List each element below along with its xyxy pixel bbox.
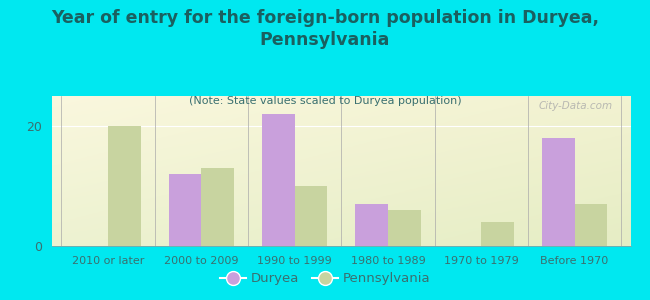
Bar [202, 168, 234, 246]
Text: Year of entry for the foreign-born population in Duryea,
Pennsylvania: Year of entry for the foreign-born popul… [51, 9, 599, 49]
Bar [294, 186, 327, 246]
Bar [108, 126, 140, 246]
Bar [542, 138, 575, 246]
Bar [575, 204, 607, 246]
Text: City-Data.com: City-Data.com [539, 100, 613, 110]
Bar [388, 210, 421, 246]
Bar [356, 204, 388, 246]
Bar [262, 114, 294, 246]
Text: (Note: State values scaled to Duryea population): (Note: State values scaled to Duryea pop… [188, 96, 462, 106]
Legend: Duryea, Pennsylvania: Duryea, Pennsylvania [214, 267, 436, 290]
Bar [168, 174, 202, 246]
Bar [481, 222, 514, 246]
